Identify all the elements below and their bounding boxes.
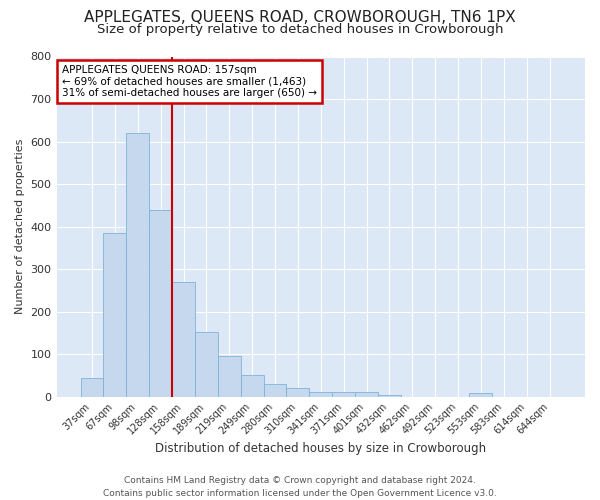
Bar xyxy=(332,392,355,396)
Bar xyxy=(378,394,401,396)
X-axis label: Distribution of detached houses by size in Crowborough: Distribution of detached houses by size … xyxy=(155,442,487,455)
Bar xyxy=(172,282,195,397)
Bar xyxy=(103,233,127,396)
Text: APPLEGATES, QUEENS ROAD, CROWBOROUGH, TN6 1PX: APPLEGATES, QUEENS ROAD, CROWBOROUGH, TN… xyxy=(84,10,516,25)
Bar xyxy=(241,374,263,396)
Bar xyxy=(195,332,218,396)
Bar xyxy=(149,210,172,396)
Y-axis label: Number of detached properties: Number of detached properties xyxy=(15,139,25,314)
Bar xyxy=(469,394,493,396)
Bar xyxy=(263,384,286,396)
Bar xyxy=(218,356,241,397)
Bar xyxy=(127,133,149,396)
Text: APPLEGATES QUEENS ROAD: 157sqm
← 69% of detached houses are smaller (1,463)
31% : APPLEGATES QUEENS ROAD: 157sqm ← 69% of … xyxy=(62,65,317,98)
Text: Size of property relative to detached houses in Crowborough: Size of property relative to detached ho… xyxy=(97,22,503,36)
Bar xyxy=(80,378,103,396)
Bar xyxy=(286,388,310,396)
Bar xyxy=(310,392,332,396)
Bar xyxy=(355,392,378,396)
Text: Contains HM Land Registry data © Crown copyright and database right 2024.
Contai: Contains HM Land Registry data © Crown c… xyxy=(103,476,497,498)
